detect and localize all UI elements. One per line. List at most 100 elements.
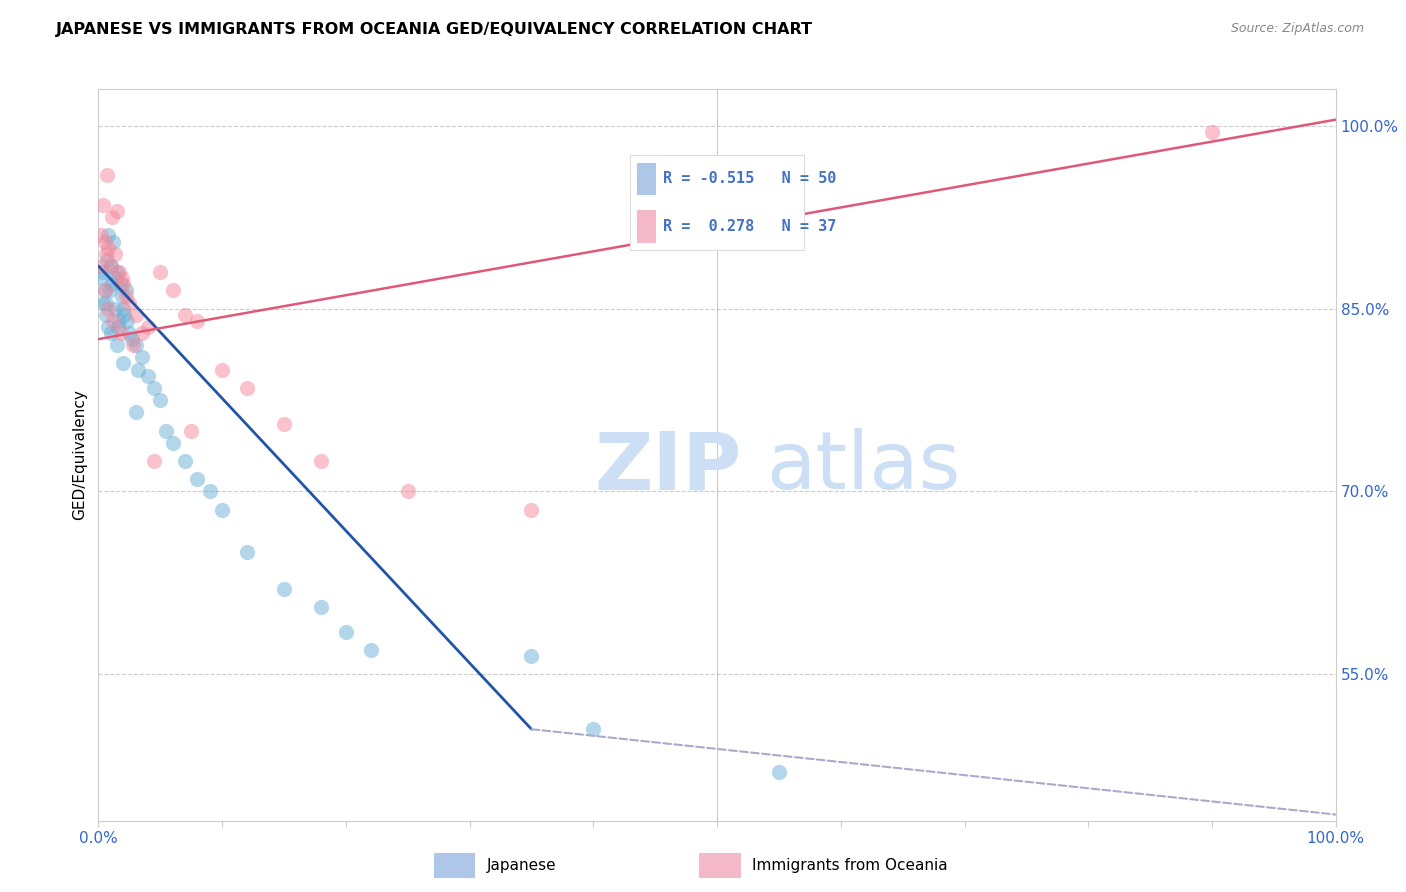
Point [112, 277, 135, 292]
Point [309, 454, 332, 468]
Point [91, 259, 114, 273]
Point [136, 368, 159, 383]
Point [112, 308, 135, 322]
Point [211, 503, 233, 517]
Point [309, 600, 332, 615]
Point [114, 284, 136, 298]
Point [93, 265, 115, 279]
Point [122, 338, 145, 352]
Point [143, 381, 166, 395]
Bar [699, 853, 741, 878]
Point [582, 723, 605, 737]
Text: R =  0.278   N = 37: R = 0.278 N = 37 [664, 219, 837, 234]
Point [108, 265, 131, 279]
Point [93, 235, 115, 249]
Point [112, 301, 135, 316]
Point [90, 228, 112, 243]
Point [118, 295, 141, 310]
Bar [433, 853, 475, 878]
Point [162, 435, 184, 450]
Point [105, 204, 128, 219]
Point [273, 417, 295, 432]
Text: Japanese: Japanese [486, 858, 557, 872]
Y-axis label: GED/Equivalency: GED/Equivalency [72, 390, 87, 520]
Point [101, 211, 124, 225]
Point [131, 326, 153, 340]
Point [115, 314, 138, 328]
Point [96, 168, 118, 182]
Point [211, 362, 233, 376]
Point [110, 277, 132, 292]
Point [396, 484, 419, 499]
Point [93, 295, 115, 310]
Point [186, 314, 208, 328]
Point [1201, 125, 1223, 139]
Point [520, 503, 543, 517]
Text: R = -0.515   N = 50: R = -0.515 N = 50 [664, 171, 837, 186]
Point [186, 472, 208, 486]
Point [127, 362, 149, 376]
Bar [637, 211, 657, 243]
Point [180, 424, 202, 438]
Point [93, 284, 115, 298]
Point [107, 320, 129, 334]
Point [105, 265, 128, 279]
Point [174, 454, 197, 468]
Point [273, 582, 295, 596]
Point [124, 338, 146, 352]
Point [111, 289, 134, 303]
Point [111, 271, 134, 285]
Point [103, 247, 125, 261]
Point [124, 405, 146, 419]
Point [93, 284, 115, 298]
Point [149, 393, 172, 408]
Point [94, 308, 117, 322]
Point [97, 320, 120, 334]
Point [155, 424, 177, 438]
Text: JAPANESE VS IMMIGRANTS FROM OCEANIA GED/EQUIVALENCY CORRELATION CHART: JAPANESE VS IMMIGRANTS FROM OCEANIA GED/… [56, 22, 813, 37]
Point [101, 277, 124, 292]
Point [768, 764, 790, 779]
Point [103, 235, 125, 249]
Point [162, 284, 184, 298]
Point [100, 259, 122, 273]
Point [198, 484, 221, 499]
Point [143, 454, 166, 468]
Bar [637, 162, 657, 195]
Point [110, 326, 132, 340]
Point [105, 338, 128, 352]
Point [112, 357, 135, 371]
Point [97, 241, 120, 255]
Point [94, 247, 117, 261]
Point [114, 289, 136, 303]
Point [124, 308, 146, 322]
Point [520, 649, 543, 664]
Point [100, 259, 122, 273]
Text: ZIP: ZIP [595, 428, 742, 506]
Point [236, 545, 259, 559]
Point [131, 351, 153, 365]
Point [360, 643, 382, 657]
Point [108, 314, 131, 328]
Point [149, 265, 172, 279]
Point [104, 271, 127, 285]
Point [103, 301, 125, 316]
Point [118, 326, 141, 340]
Point [96, 252, 118, 267]
Point [94, 295, 117, 310]
Text: Immigrants from Oceania: Immigrants from Oceania [752, 858, 948, 872]
Point [97, 301, 120, 316]
Point [97, 228, 120, 243]
Point [121, 332, 143, 346]
Point [174, 308, 197, 322]
Text: atlas: atlas [766, 428, 960, 506]
Point [335, 624, 357, 639]
Point [136, 320, 159, 334]
Point [103, 314, 125, 328]
Text: Source: ZipAtlas.com: Source: ZipAtlas.com [1230, 22, 1364, 36]
Point [236, 381, 259, 395]
Point [91, 271, 114, 285]
Point [93, 198, 115, 212]
Point [98, 284, 121, 298]
Point [100, 326, 122, 340]
